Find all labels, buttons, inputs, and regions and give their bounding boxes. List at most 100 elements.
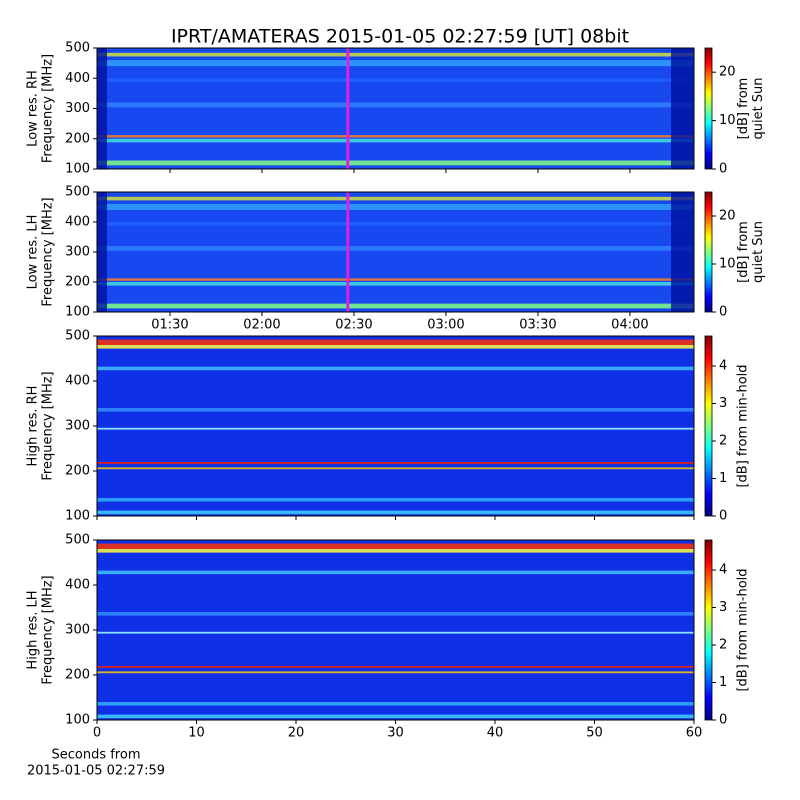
- spectrogram-band: [97, 138, 694, 143]
- x-tick-label: 02:00: [243, 318, 280, 333]
- colorbar-label: [dB] from min-hold: [736, 364, 751, 487]
- x-tick-label: 03:00: [427, 318, 464, 333]
- spectrogram-band: [97, 282, 694, 286]
- spectrogram-band: [97, 498, 694, 502]
- spectrogram-band: [97, 78, 694, 82]
- spectrogram-band: [97, 631, 694, 634]
- spectrogram-band: [97, 135, 694, 138]
- colorbar-tick-label: 4: [719, 359, 727, 374]
- y-tick-label: 400: [65, 71, 90, 86]
- colorbar-label: [dB] from: [736, 221, 751, 283]
- x-tick-label: 20: [288, 726, 305, 741]
- spectrogram-band: [97, 345, 694, 349]
- spectrogram-band: [97, 204, 694, 210]
- y-tick-label: 500: [65, 329, 90, 344]
- spectrogram-band: [97, 549, 694, 553]
- y-tick-label: 300: [65, 419, 90, 434]
- y-tick-label: 200: [65, 131, 90, 146]
- y-axis-label: Frequency [MHz]: [41, 575, 56, 684]
- y-tick-label: 500: [65, 533, 90, 548]
- y-axis-label: Frequency [MHz]: [41, 371, 56, 480]
- colorbar-tick-label: 4: [719, 563, 727, 578]
- colorbar-tick-label: 3: [719, 396, 727, 411]
- y-tick-label: 500: [65, 185, 90, 200]
- spectrogram-band: [97, 160, 694, 166]
- y-tick-label: 200: [65, 668, 90, 683]
- spectrogram-band: [97, 278, 694, 281]
- x-axis-label: Seconds from: [51, 748, 140, 763]
- spectrogram: [97, 540, 694, 720]
- x-tick-label: 02:30: [335, 318, 372, 333]
- colorbar-tick-label: 1: [719, 675, 727, 690]
- spectrogram-band: [97, 52, 694, 57]
- y-tick-label: 100: [65, 713, 90, 728]
- colorbar-tick-label: 10: [719, 257, 736, 272]
- x-tick-label: 30: [387, 726, 404, 741]
- spectrogram: [97, 48, 694, 169]
- spectrogram-band: [97, 196, 694, 201]
- spectrogram-band: [97, 702, 694, 706]
- colorbar: [704, 539, 713, 721]
- colorbar-label: quiet Sun: [751, 221, 766, 283]
- x-tick-label: 03:30: [519, 318, 556, 333]
- x-axis-label: 2015-01-05 02:27:59: [27, 764, 165, 779]
- y-axis-label: High res. RH: [26, 386, 41, 467]
- edge-band: [671, 48, 694, 169]
- edge-band: [97, 48, 107, 169]
- spectrogram-band: [97, 222, 694, 226]
- y-axis-label: Frequency [MHz]: [41, 197, 56, 306]
- colorbar: [704, 47, 713, 170]
- colorbar-tick-label: 2: [719, 434, 727, 449]
- colorbar-label: quiet Sun: [751, 77, 766, 139]
- y-tick-label: 500: [65, 41, 90, 56]
- x-tick-label: 04:00: [611, 318, 648, 333]
- spectrogram-band: [97, 467, 694, 470]
- spectrogram-band: [97, 427, 694, 430]
- spectrogram-band: [97, 366, 694, 371]
- figure-title: IPRT/AMATERAS 2015-01-05 02:27:59 [UT] 0…: [171, 26, 629, 48]
- edge-band: [97, 192, 107, 312]
- x-tick-label: 50: [586, 726, 603, 741]
- y-tick-label: 400: [65, 215, 90, 230]
- colorbar-tick-label: 1: [719, 471, 727, 486]
- colorbar-tick-label: 3: [719, 600, 727, 615]
- y-tick-label: 100: [65, 509, 90, 524]
- spectrogram-band: [97, 339, 694, 345]
- spectrogram-band: [97, 303, 694, 309]
- spectrogram: [97, 336, 694, 516]
- y-tick-label: 400: [65, 374, 90, 389]
- spectrogram-band: [97, 714, 694, 719]
- y-tick-label: 200: [65, 464, 90, 479]
- spectrogram-band: [97, 102, 694, 108]
- spectrogram-band: [97, 408, 694, 412]
- y-axis-label: Frequency [MHz]: [41, 54, 56, 163]
- y-tick-label: 200: [65, 275, 90, 290]
- y-tick-label: 300: [65, 245, 90, 260]
- colorbar-tick-label: 10: [719, 113, 736, 128]
- spectrogram-band: [97, 543, 694, 549]
- y-tick-label: 300: [65, 101, 90, 116]
- colorbar: [704, 191, 713, 313]
- colorbar: [704, 335, 713, 517]
- x-tick-label: 60: [686, 726, 703, 741]
- colorbar-label: [dB] from: [736, 78, 751, 140]
- spectrogram: [97, 192, 694, 312]
- y-tick-label: 100: [65, 162, 90, 177]
- y-axis-label: High res. LH: [26, 590, 41, 669]
- spectrogram-band: [97, 246, 694, 251]
- spectrogram-band: [97, 612, 694, 616]
- colorbar-tick-label: 0: [719, 305, 727, 320]
- y-axis-label: Low res. RH: [26, 70, 41, 147]
- colorbar-tick-label: 20: [719, 209, 736, 224]
- colorbar-tick-label: 20: [719, 65, 736, 80]
- colorbar-label: [dB] from min-hold: [736, 568, 751, 691]
- x-tick-label: 10: [188, 726, 205, 741]
- y-tick-label: 100: [65, 305, 90, 320]
- spectrogram-band: [97, 462, 694, 464]
- colorbar-tick-label: 0: [719, 509, 727, 524]
- spectrogram-band: [97, 666, 694, 668]
- x-tick-label: 40: [487, 726, 504, 741]
- x-tick-label: 01:30: [151, 318, 188, 333]
- spectrogram-band: [97, 60, 694, 67]
